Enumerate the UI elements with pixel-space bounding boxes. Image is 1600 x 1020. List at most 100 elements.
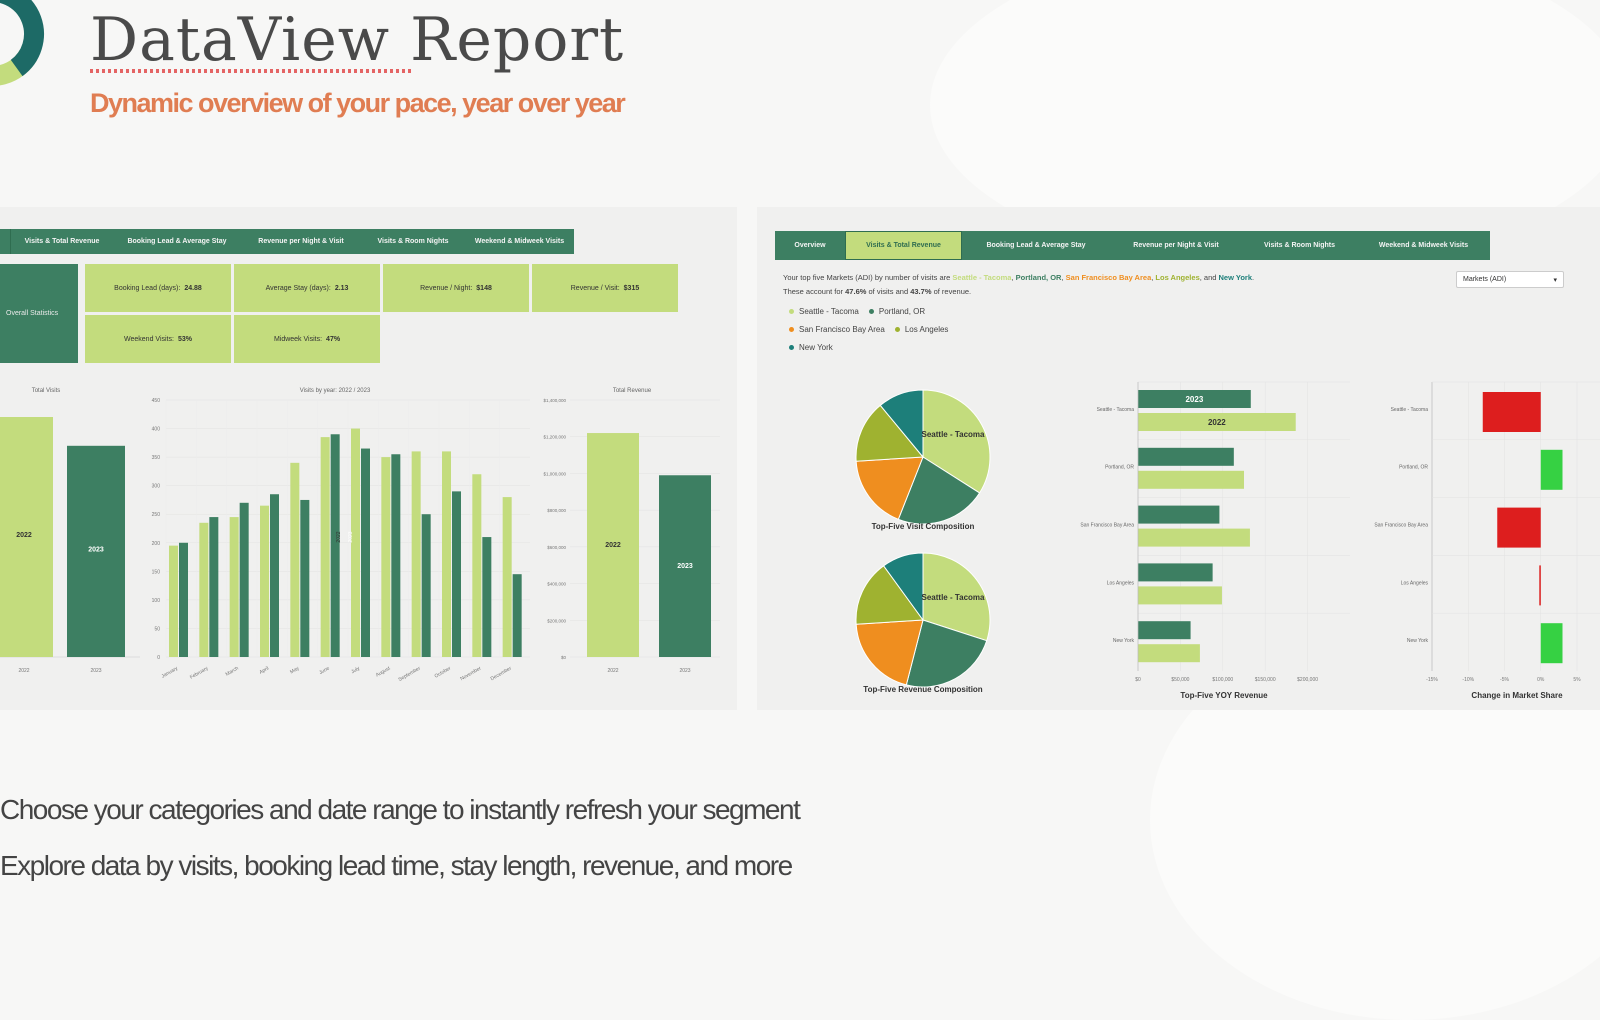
x-tick-label: 5% — [1573, 677, 1581, 683]
y-tick-label: 400 — [152, 427, 161, 433]
x-tick-label: $50,000 — [1171, 677, 1189, 683]
pie-slice — [897, 456, 981, 525]
x-tick-label: $200,000 — [1297, 677, 1318, 683]
month-label: May — [289, 665, 301, 675]
y-tick-label: $600,000 — [547, 545, 566, 550]
yoy-revenue-title: Top-Five YOY Revenue — [1180, 691, 1268, 700]
market-label: New York — [1113, 638, 1135, 644]
bar-2022 — [260, 505, 269, 657]
legend-item[interactable]: San Francisco Bay Area — [789, 325, 885, 334]
bar — [0, 417, 53, 657]
bar-label: 2022 — [16, 532, 32, 539]
pie-slice-label: Seattle - Tacoma — [922, 430, 986, 439]
spellcheck-underline — [90, 69, 412, 73]
month-label: March — [225, 665, 240, 677]
pie-slice — [855, 619, 924, 686]
y-tick-label: $1,200,000 — [543, 435, 566, 440]
legend-item[interactable]: Seattle - Tacoma — [789, 307, 859, 316]
share-bar — [1540, 623, 1563, 664]
market-label: San Francisco Bay Area — [1374, 523, 1428, 529]
x-tick-label: 0% — [1537, 677, 1545, 683]
right-charts-canvas: Seattle - Tacoma Top-Five Visit Composit… — [855, 381, 1600, 700]
market-label: San Francisco Bay Area — [1080, 523, 1134, 529]
x-tick-label: $0 — [1135, 677, 1141, 683]
visit-composition-pie: Seattle - Tacoma — [855, 389, 991, 525]
market-share-chart: -15% -10% -5% 0% 5% Seattle - Tacoma Portland,… — [1374, 381, 1600, 683]
overview-dashboard-screenshot: Visits & Total Revenue Booking Lead & Av… — [0, 207, 737, 710]
bar-2023 — [1138, 621, 1191, 640]
bar-2022 — [169, 545, 178, 657]
legend-item[interactable]: New York — [789, 343, 833, 352]
tab-weekend-midweek[interactable]: Weekend & Midweek Visits — [465, 229, 574, 254]
x-tick-label: 2023 — [679, 668, 690, 674]
bar-2023 — [1138, 447, 1234, 466]
tab-fragment[interactable] — [0, 229, 10, 254]
bar-2022 — [199, 522, 209, 657]
y-tick-label: $0 — [561, 655, 567, 660]
x-tick-label: -5% — [1500, 677, 1509, 683]
market-label: Portland, OR — [1105, 465, 1134, 471]
bar-2023 — [330, 434, 340, 657]
bar-2022 — [442, 451, 451, 657]
tab-booking-lead[interactable]: Booking Lead & Average Stay — [962, 231, 1110, 260]
legend-item[interactable]: Portland, OR — [868, 307, 925, 316]
pie-slice — [855, 404, 925, 462]
bar-2022 — [351, 428, 360, 657]
total-revenue-chart: Total Revenue $1,400,000 $1,200,000 $1,000… — [543, 388, 720, 674]
market-label: Los Angeles — [1401, 580, 1429, 586]
bar — [659, 475, 711, 657]
tab-booking-lead[interactable]: Booking Lead & Average Stay — [113, 229, 241, 254]
bar-2022 — [1138, 413, 1296, 431]
month-label: February — [189, 665, 210, 680]
bar-2022 — [1138, 644, 1200, 663]
bar-2023 — [452, 491, 461, 657]
stat-booking-lead: Booking Lead (days): 24.88 — [85, 264, 231, 312]
y-tick-label: 100 — [152, 598, 161, 604]
feature-bullet-1: Choose your categories and date range to… — [0, 794, 801, 825]
revenue-pie-title: Top-Five Revenue Composition — [863, 685, 983, 694]
select-value: Markets (ADI) — [1463, 276, 1507, 283]
month-label: January — [161, 665, 180, 679]
market-summary-line1: Your top five Markets (ADI) by number of… — [783, 273, 1255, 282]
market-label: Portland, OR — [1399, 465, 1428, 471]
x-tick-label: 2023 — [90, 668, 101, 674]
tab-revenue-per-night[interactable]: Revenue per Night & Visit — [241, 229, 361, 254]
pie-slice-label: Seattle - Tacoma — [922, 593, 986, 602]
legend-label: 2023 — [348, 531, 354, 542]
chevron-down-icon: ▾ — [1553, 276, 1557, 284]
market-label: Seattle - Tacoma — [1391, 407, 1429, 413]
tab-weekend-midweek[interactable]: Weekend & Midweek Visits — [1357, 231, 1490, 260]
dataview-logo — [0, 0, 44, 86]
tab-visits-room-nights[interactable]: Visits & Room Nights — [1242, 231, 1357, 260]
market-summary-line2: These account for 47.6% of visits and 43… — [783, 287, 972, 296]
bar-2023 — [270, 494, 279, 657]
month-label: September — [397, 665, 421, 683]
tab-revenue-per-night[interactable]: Revenue per Night & Visit — [1110, 231, 1242, 260]
pie-slice — [855, 456, 924, 520]
tab-visits-total-revenue-active[interactable]: Visits & Total Revenue — [845, 231, 962, 260]
share-bar — [1539, 565, 1541, 606]
right-tab-bar: Overview Visits & Total Revenue Booking … — [775, 231, 1490, 260]
x-tick-label: 2022 — [18, 668, 29, 674]
tab-overview[interactable]: Overview — [775, 231, 845, 260]
overall-statistics-label: Overall Statistics — [0, 264, 78, 363]
y-tick-label: 450 — [152, 398, 161, 404]
pie-slice — [879, 389, 924, 459]
legend-item[interactable]: Los Angeles — [894, 325, 948, 334]
pie-slice — [905, 619, 988, 688]
y-tick-label: 350 — [152, 455, 161, 461]
y-tick-label: $800,000 — [547, 508, 566, 513]
page-title: DataView Report — [90, 5, 625, 75]
bar-label: 2023 — [88, 546, 104, 553]
total-revenue-title: Total Revenue — [613, 388, 652, 394]
share-bar — [1497, 507, 1541, 548]
bar-label: 2022 — [605, 542, 621, 549]
market-dimension-select[interactable]: Markets (ADI) ▾ — [1456, 271, 1564, 288]
tab-visits-room-nights[interactable]: Visits & Room Nights — [361, 229, 465, 254]
revenue-composition-pie: Seattle - Tacoma — [855, 552, 991, 688]
market-label: Seattle - Tacoma — [1097, 407, 1135, 413]
bar-2022 — [229, 517, 239, 657]
tab-visits-total-revenue[interactable]: Visits & Total Revenue — [10, 229, 113, 254]
bar-2022 — [502, 497, 512, 657]
bar-2023 — [421, 514, 431, 657]
